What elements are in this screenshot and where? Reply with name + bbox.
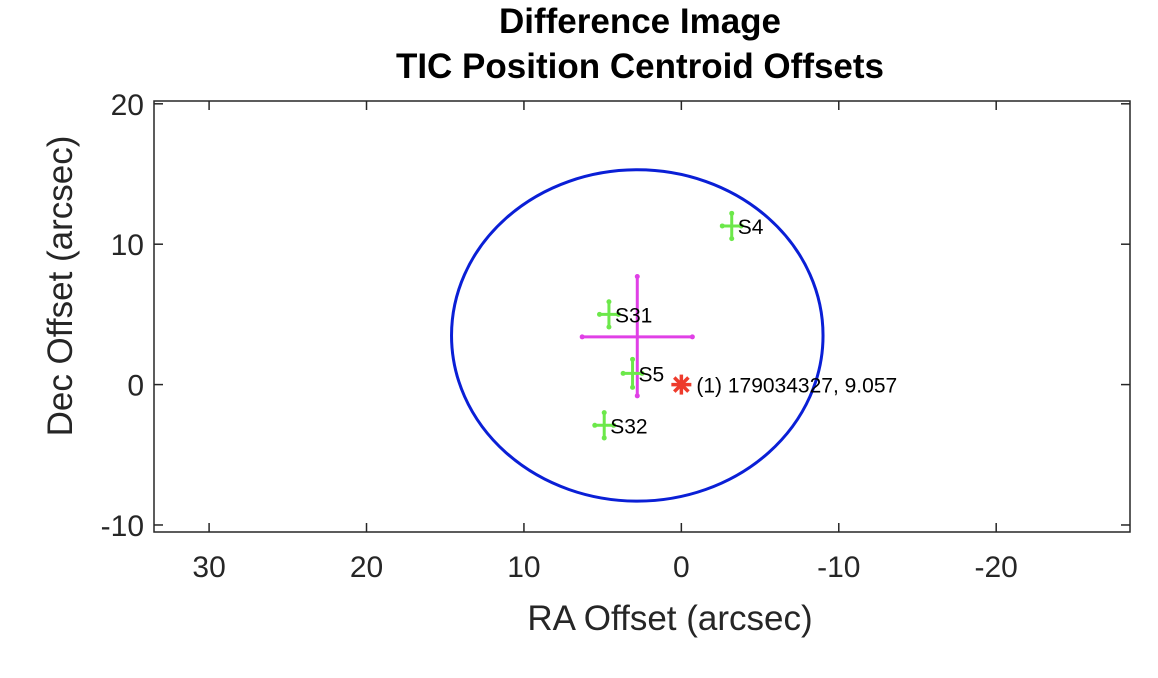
sector-centroid-marker-bar-end [592, 422, 598, 428]
y-tick-label: 0 [127, 370, 144, 403]
sector-centroid-marker-bar-end [611, 422, 617, 428]
sector-label: S32 [610, 415, 647, 438]
sector-centroid-marker [719, 210, 744, 242]
uncertainty-circle [450, 168, 825, 503]
y-tick-label: -10 [101, 510, 144, 543]
sector-centroid-marker-bar-end [601, 410, 607, 416]
y-tick-label: 20 [111, 89, 144, 122]
axis-ticks: 30 20 10 0 -10 -20 20 10 0 -10 [101, 89, 1130, 584]
sector-centroid-marker-bar-end [606, 324, 612, 330]
sector-centroid-marker [596, 299, 621, 330]
mean-centroid-marker-bar-end [634, 393, 640, 399]
x-tick-label: -10 [817, 551, 860, 584]
x-tick-label: 10 [507, 551, 540, 584]
sector-centroid-marker-bar-end [630, 384, 636, 390]
x-tick-label: 30 [192, 551, 225, 584]
sector-label: S4 [738, 216, 764, 239]
x-tick-label: -20 [975, 551, 1018, 584]
sector-centroid-marker-bar-end [719, 223, 725, 229]
sector-label: S31 [615, 304, 652, 327]
target-label: (1) 179034327, 9.057 [696, 375, 897, 398]
sector-centroid-marker-bar-end [606, 299, 612, 305]
sector-centroid-marker [620, 356, 645, 390]
sector-centroid-marker-bar-end [729, 236, 735, 242]
mean-centroid-marker-bar-end [579, 334, 585, 340]
target-star-ray [673, 376, 690, 393]
chart-title-line-1: Difference Image [499, 2, 781, 41]
y-tick-label: 10 [111, 229, 144, 262]
x-tick-label: 0 [673, 551, 690, 584]
x-axis-label: RA Offset (arcsec) [527, 599, 812, 638]
sector-centroid-marker-bar-end [729, 210, 735, 216]
sector-centroid-marker [592, 410, 617, 441]
y-axis-label: Dec Offset (arcsec) [41, 136, 80, 437]
sector-centroid-marker-bar-end [630, 356, 636, 362]
chart-title-line-2: TIC Position Centroid Offsets [396, 47, 884, 86]
mean-centroid-marker [579, 273, 695, 399]
mean-centroid-marker-bar-end [634, 273, 640, 279]
sector-centroid-marker-bar-end [596, 311, 602, 317]
sector-centroid-marker-bar-end [615, 311, 621, 317]
plot-data: S4 S31 S5 S32 (1) 179034327, 9.057 [450, 168, 897, 503]
mean-centroid-marker-bar-end [689, 334, 695, 340]
sector-label: S5 [639, 363, 665, 386]
sector-centroid-marker-bar-end [639, 370, 645, 376]
target-star-marker [671, 374, 692, 395]
plot-area-frame [153, 100, 1131, 533]
sector-centroid-marker-bar-end [601, 435, 607, 441]
sector-centroid-marker-bar-end [738, 223, 744, 229]
sector-centroid-marker-bar-end [620, 370, 626, 376]
x-tick-label: 20 [350, 551, 383, 584]
